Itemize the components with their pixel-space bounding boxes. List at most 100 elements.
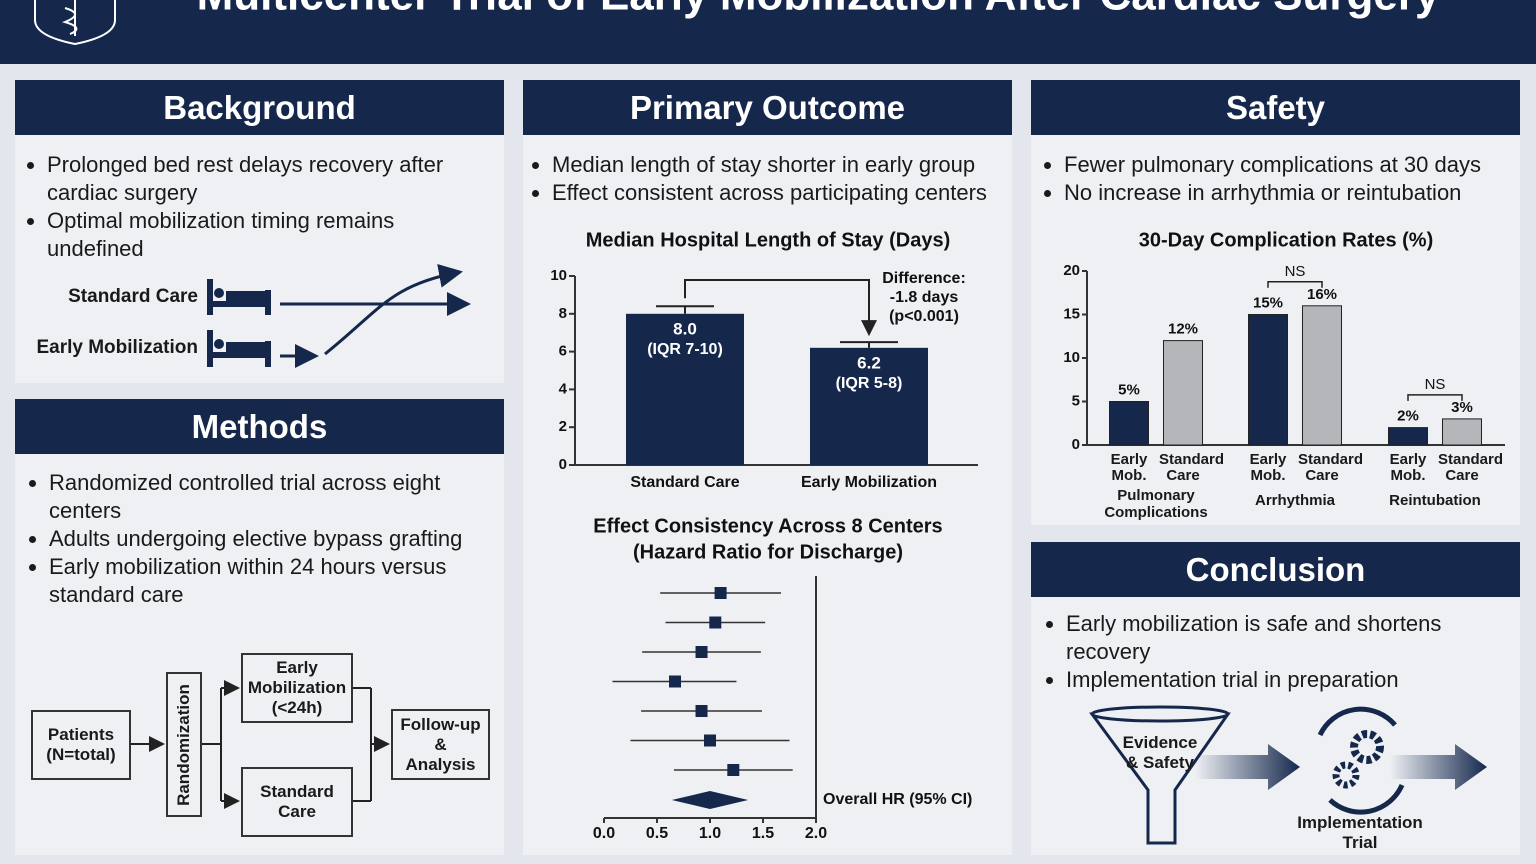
bullet: Early mobilization within 24 hours versu… — [49, 553, 481, 609]
section-heading: Background — [15, 80, 504, 135]
primary-panel — [523, 80, 1012, 855]
bullet: Median length of stay shorter in early g… — [552, 151, 1032, 179]
bullet: Fewer pulmonary complications at 30 days — [1064, 151, 1534, 179]
bullet: Implementation trial in preparation — [1066, 666, 1476, 694]
bar — [1109, 401, 1149, 446]
gears-icon — [1317, 706, 1405, 815]
bullet-list: Fewer pulmonary complications at 30 days… — [1044, 151, 1534, 207]
y-tick-label: 2 — [559, 418, 567, 435]
iqr-label: (IQR 7-10) — [647, 341, 723, 358]
overall-diamond — [671, 791, 749, 809]
value-label: 2% — [1397, 408, 1419, 425]
bar — [626, 313, 744, 465]
significance-bracket — [1407, 394, 1463, 401]
flow-connectors — [131, 680, 390, 809]
estimate-marker — [727, 764, 740, 776]
bullet: Randomized controlled trial across eight… — [49, 469, 481, 525]
flow-box: Patients (N=total) — [31, 710, 131, 780]
value-label: 6.2 — [857, 353, 881, 372]
overall-label: Overall HR (95% CI) — [823, 791, 972, 808]
estimate-marker — [704, 734, 716, 747]
bar — [810, 347, 928, 465]
series-label: Standard Care — [1438, 451, 1504, 484]
bed-icon — [207, 279, 271, 367]
bar — [1163, 340, 1203, 446]
bar — [1388, 427, 1428, 446]
x-tick-label: Standard Care — [630, 474, 739, 491]
difference-bracket — [684, 279, 877, 337]
safety-panel — [1031, 80, 1520, 525]
bullet-list: Prolonged bed rest delays recovery after… — [27, 151, 479, 263]
annotation: Difference: — [882, 270, 966, 287]
bullet-list: Randomized controlled trial across eight… — [29, 469, 481, 609]
estimate-marker — [714, 587, 727, 599]
header-bar — [0, 0, 1536, 64]
y-tick-label: 5 — [1072, 392, 1080, 409]
funnel-label: Evidence & Safety — [1122, 733, 1198, 772]
significance-bracket — [1267, 281, 1323, 288]
chart-title: (Hazard Ratio for Discharge) — [633, 541, 903, 563]
chart-title: Median Hospital Length of Stay (Days) — [586, 229, 950, 251]
bullet: Optimal mobilization timing remains unde… — [47, 207, 479, 263]
y-tick-label: 10 — [550, 267, 567, 284]
series-label: Standard Care — [1159, 451, 1225, 484]
bar — [1248, 314, 1288, 446]
x-tick-label: 0.0 — [593, 825, 615, 842]
outcome-label: Implementation Trial — [1297, 813, 1423, 852]
arrow — [1195, 744, 1300, 790]
y-tick-label: 0 — [559, 456, 567, 473]
x-tick-label: Early Mobilization — [801, 474, 937, 491]
y-tick-label: 6 — [559, 343, 567, 360]
timeline-arrows — [280, 264, 471, 368]
bullet-list: Early mobilization is safe and shortens … — [1046, 610, 1476, 694]
estimate-marker — [695, 646, 708, 658]
flow-box: Early Mobilization (<24h) — [241, 653, 353, 723]
flow-box: Follow-up & Analysis — [391, 709, 490, 780]
category-label: Arrhythmia — [1254, 492, 1336, 509]
iqr-label: (IQR 5-8) — [836, 375, 903, 392]
y-tick-label: 8 — [559, 305, 567, 322]
section-heading: Primary Outcome — [523, 80, 1012, 135]
value-label: 15% — [1253, 294, 1283, 311]
flow-box: Standard Care — [241, 767, 353, 837]
category-label: Reintubation — [1389, 492, 1481, 509]
series-label: Standard Care — [1298, 451, 1364, 484]
estimate-marker — [709, 616, 722, 629]
y-tick-label: 0 — [1072, 436, 1080, 453]
value-label: 16% — [1307, 286, 1337, 303]
annotation: -1.8 days — [890, 289, 959, 306]
arm-label: Standard Care — [68, 286, 198, 307]
significance-label: NS — [1285, 263, 1306, 280]
bullet: Prolonged bed rest delays recovery after… — [47, 151, 479, 207]
flow-box: Randomization — [166, 672, 202, 817]
bullet: Early mobilization is safe and shortens … — [1066, 610, 1476, 666]
significance-label: NS — [1425, 376, 1446, 393]
value-label: 12% — [1168, 321, 1198, 338]
x-tick-label: 1.5 — [752, 825, 774, 842]
chart-title: Effect Consistency Across 8 Centers — [593, 515, 942, 537]
section-heading: Methods — [15, 399, 504, 454]
poster-title: Multicenter Trial of Early Mobilization … — [197, 0, 1440, 20]
x-tick-label: 2.0 — [805, 825, 827, 842]
bullet: Effect consistent across participating c… — [552, 179, 1032, 207]
flow-box-label: Randomization — [174, 683, 193, 806]
section-heading: Conclusion — [1031, 542, 1520, 597]
y-tick-label: 15 — [1063, 305, 1080, 322]
value-label: 5% — [1118, 381, 1140, 398]
bullet-list: Median length of stay shorter in early g… — [532, 151, 1032, 207]
y-tick-label: 4 — [559, 380, 568, 397]
logo — [34, 0, 116, 46]
value-label: 8.0 — [673, 319, 697, 338]
bullet: No increase in arrhythmia or reintubatio… — [1064, 179, 1534, 207]
estimate-marker — [695, 705, 708, 717]
series-label: Early Mob. — [1389, 451, 1427, 484]
category-label: Pulmonary Complications — [1104, 487, 1208, 521]
x-tick-label: 1.0 — [699, 825, 721, 842]
value-label: 3% — [1451, 399, 1473, 416]
bar — [1302, 305, 1342, 446]
section-heading: Safety — [1031, 80, 1520, 135]
series-label: Early Mob. — [1249, 451, 1287, 484]
funnel-icon — [1089, 705, 1231, 845]
